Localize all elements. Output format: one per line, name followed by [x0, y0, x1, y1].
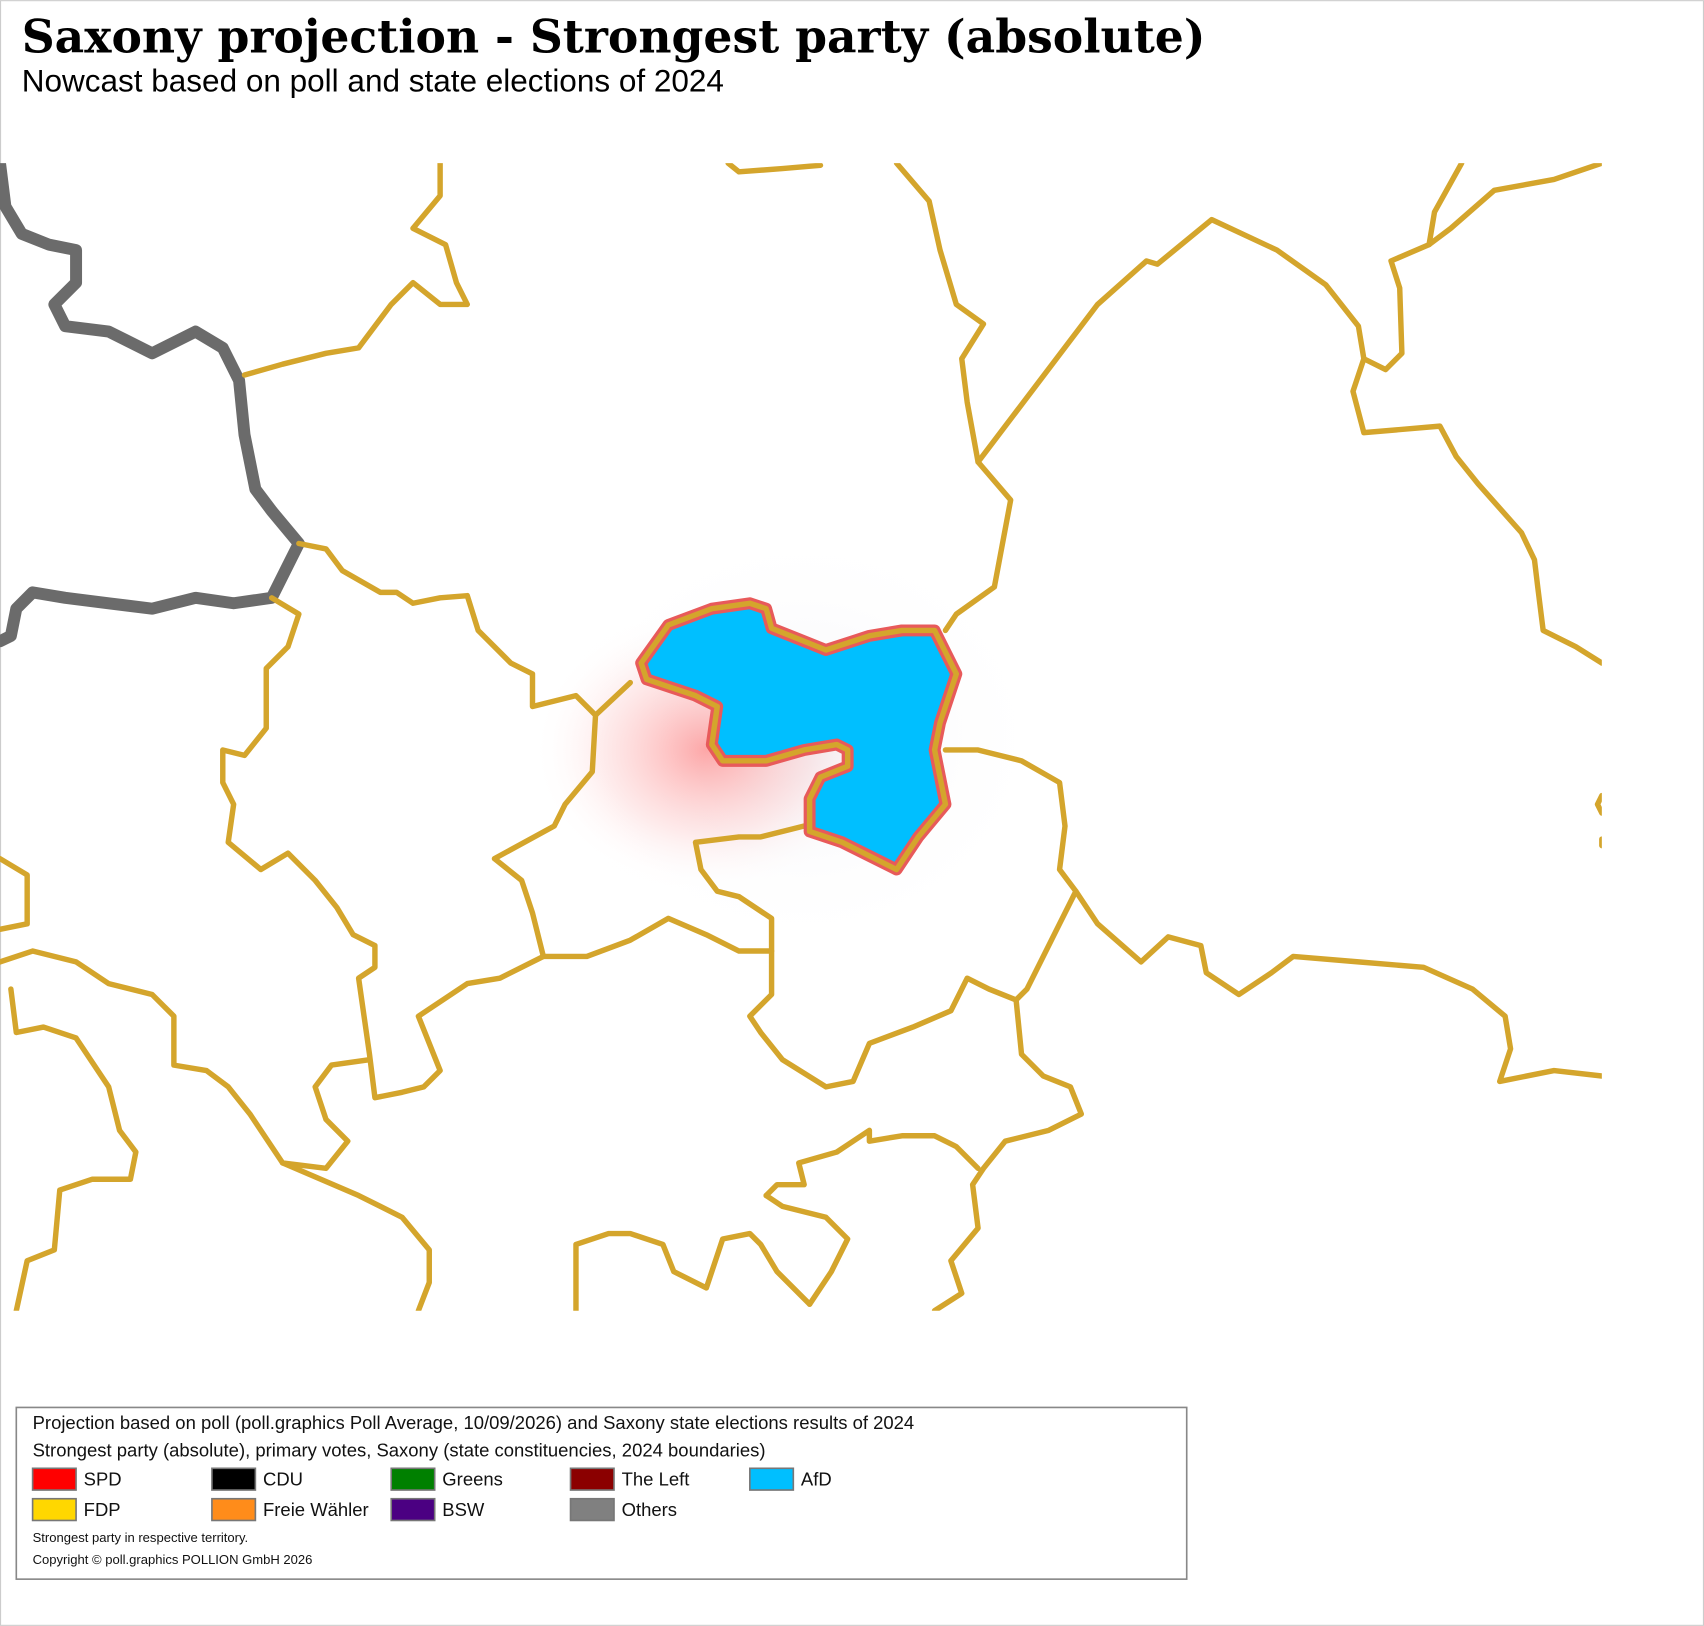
- legend-swatch: [31, 1467, 77, 1491]
- legend-label: Freie Wähler: [263, 1499, 369, 1520]
- legend-box: [15, 1406, 1188, 1580]
- legend-swatch: [569, 1467, 615, 1491]
- map: [0, 163, 1602, 1311]
- legend-swatch: [569, 1497, 615, 1522]
- legend-swatch: [749, 1467, 795, 1491]
- legend-line: Projection based on poll (poll.graphics …: [33, 1412, 915, 1433]
- legend-label: AfD: [801, 1469, 832, 1490]
- subtitle: Nowcast based on poll and state election…: [22, 62, 724, 98]
- legend-swatch: [211, 1497, 257, 1522]
- legend-note: Copyright © poll.graphics POLLION GmbH 2…: [33, 1552, 313, 1567]
- legend-label: FDP: [84, 1499, 121, 1520]
- legend-swatch: [211, 1467, 257, 1491]
- legend-swatch: [390, 1497, 436, 1522]
- legend: Projection based on poll (poll.graphics …: [15, 1406, 1188, 1580]
- legend-note: Strongest party in respective territory.: [33, 1530, 249, 1545]
- legend-line: Strongest party (absolute), primary vote…: [33, 1439, 766, 1460]
- legend-label: Greens: [442, 1469, 503, 1490]
- title: Saxony projection - Strongest party (abs…: [22, 9, 1206, 63]
- legend-label: BSW: [442, 1499, 485, 1520]
- legend-label: The Left: [622, 1469, 690, 1490]
- constituency-borders: [0, 163, 1602, 1311]
- legend-label: Others: [622, 1499, 677, 1520]
- legend-swatch: [31, 1497, 77, 1522]
- afd-constituency-border: [638, 600, 960, 873]
- legend-swatch: [390, 1467, 436, 1491]
- state-border: [0, 163, 305, 648]
- legend-label: SPD: [84, 1469, 122, 1490]
- legend-label: CDU: [263, 1469, 303, 1490]
